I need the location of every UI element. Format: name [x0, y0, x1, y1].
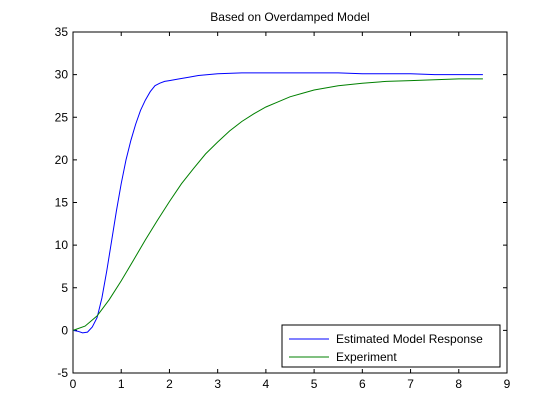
x-tick-label: 8: [455, 377, 462, 391]
series-line-estimated-model-response: [72, 72, 483, 334]
y-axis: -5 0 5 10 15 20 25 30 35: [55, 25, 507, 380]
x-tick-label: 3: [214, 377, 221, 391]
legend-label-experiment: Experiment: [336, 350, 397, 364]
x-tick-label: 5: [311, 377, 318, 391]
y-tick-label: 5: [61, 281, 68, 295]
y-tick-label: 20: [55, 153, 69, 167]
series-line-experiment: [72, 78, 483, 331]
y-tick-label: 10: [55, 238, 69, 252]
x-tick-label: 6: [359, 377, 366, 391]
y-tick-label: 15: [55, 196, 69, 210]
chart-title: Based on Overdamped Model: [210, 10, 369, 24]
y-tick-label: 0: [61, 323, 68, 337]
legend-label-estimated-model-response: Estimated Model Response: [336, 332, 483, 346]
y-tick-label: -5: [57, 366, 68, 380]
legend: Estimated Model Response Experiment: [281, 324, 501, 368]
x-tick-label: 7: [407, 377, 414, 391]
y-tick-label: 25: [55, 110, 69, 124]
x-tick-label: 1: [118, 377, 125, 391]
axes-box: [72, 31, 508, 374]
x-tick-label: 2: [166, 377, 173, 391]
series-lines: [72, 72, 483, 334]
y-tick-label: 35: [55, 25, 69, 39]
x-tick-label: 9: [504, 377, 511, 391]
x-tick-label: 0: [70, 377, 77, 391]
x-tick-label: 4: [263, 377, 270, 391]
legend-box: [281, 324, 501, 368]
x-axis: 0 1 2 3 4 5 6 7 8 9: [70, 32, 511, 391]
y-tick-label: 30: [55, 68, 69, 82]
